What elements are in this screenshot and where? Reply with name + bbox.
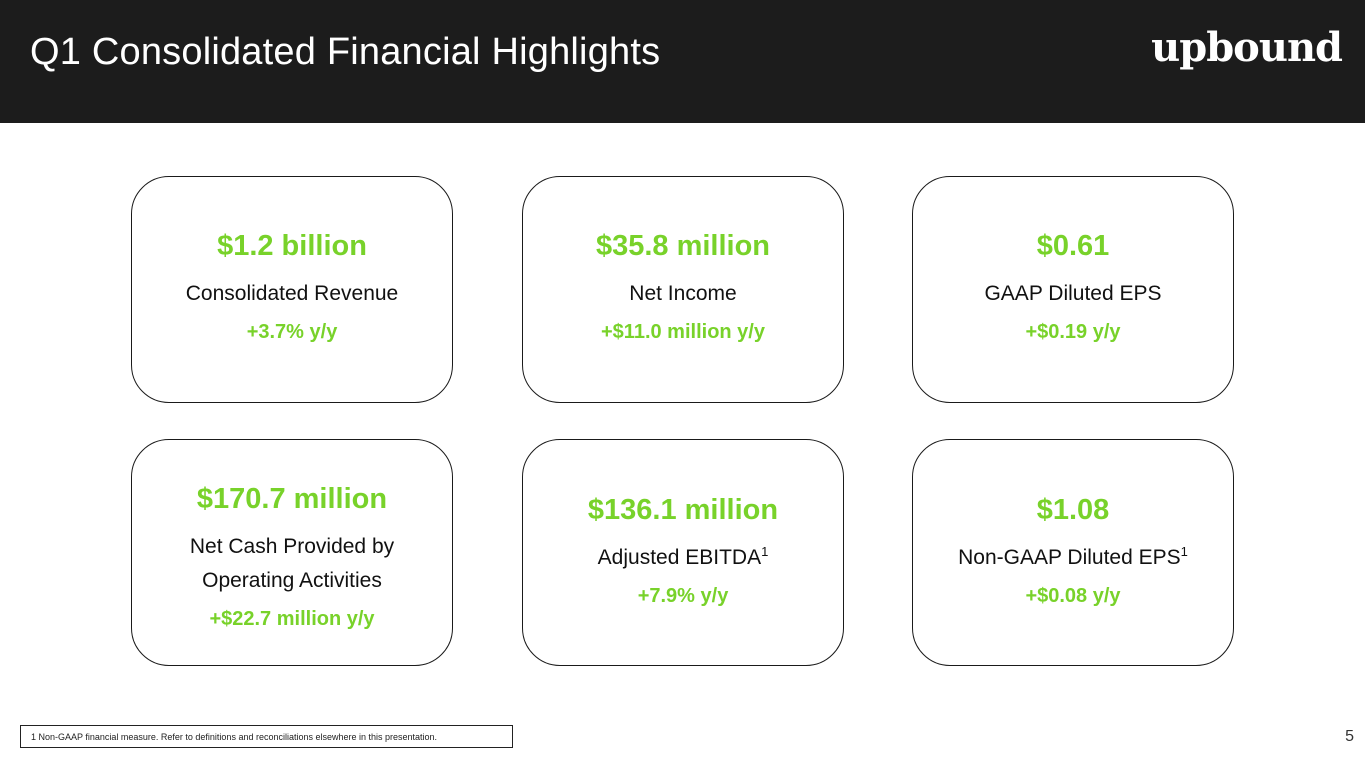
metric-value: $35.8 million <box>595 230 771 262</box>
footnote-marker: 1 <box>761 544 769 559</box>
metric-card-gaap-eps: $0.61 GAAP Diluted EPS +$0.19 y/y <box>912 176 1234 403</box>
metric-label-line2: Operating Activities <box>202 569 382 592</box>
metric-value: $0.61 <box>1036 230 1110 262</box>
upbound-logo: upbound <box>1151 24 1343 71</box>
metric-value: $170.7 million <box>196 483 388 515</box>
metric-card-operating-cash: $170.7 million Net Cash Provided by Oper… <box>131 439 453 666</box>
metric-label: Adjusted EBITDA <box>597 546 762 569</box>
metric-label-wrap: Adjusted EBITDA1 <box>523 541 843 575</box>
footnote: 1 Non-GAAP financial measure. Refer to d… <box>20 725 513 748</box>
metric-card-revenue: $1.2 billion Consolidated Revenue +3.7% … <box>131 176 453 403</box>
metric-change: +$0.08 y/y <box>1025 585 1121 607</box>
metric-card-non-gaap-eps: $1.08 Non-GAAP Diluted EPS1 +$0.08 y/y <box>912 439 1234 666</box>
metric-card-net-income: $35.8 million Net Income +$11.0 million … <box>522 176 844 403</box>
metric-change: +7.9% y/y <box>637 585 729 607</box>
footnote-marker: 1 <box>1180 544 1188 559</box>
metric-label: Consolidated Revenue <box>185 282 399 305</box>
header-bar: Q1 Consolidated Financial Highlights upb… <box>0 0 1365 123</box>
metric-value: $1.08 <box>1036 494 1110 526</box>
metric-change: +$22.7 million y/y <box>209 608 375 630</box>
metric-label: Non-GAAP Diluted EPS <box>958 546 1181 569</box>
metric-label-wrap: Non-GAAP Diluted EPS1 <box>913 541 1233 575</box>
metric-value: $136.1 million <box>587 494 779 526</box>
metric-label: GAAP Diluted EPS <box>984 282 1162 305</box>
metric-change: +3.7% y/y <box>246 321 338 343</box>
metric-value: $1.2 billion <box>217 230 367 262</box>
metric-change: +$0.19 y/y <box>1025 321 1121 343</box>
page-number: 5 <box>1345 728 1354 745</box>
metric-card-adjusted-ebitda: $136.1 million Adjusted EBITDA1 +7.9% y/… <box>522 439 844 666</box>
page-title: Q1 Consolidated Financial Highlights <box>30 31 661 73</box>
metric-change: +$11.0 million y/y <box>601 321 765 343</box>
metric-label: Net Income <box>629 282 737 305</box>
metric-label: Net Cash Provided by <box>189 535 395 558</box>
